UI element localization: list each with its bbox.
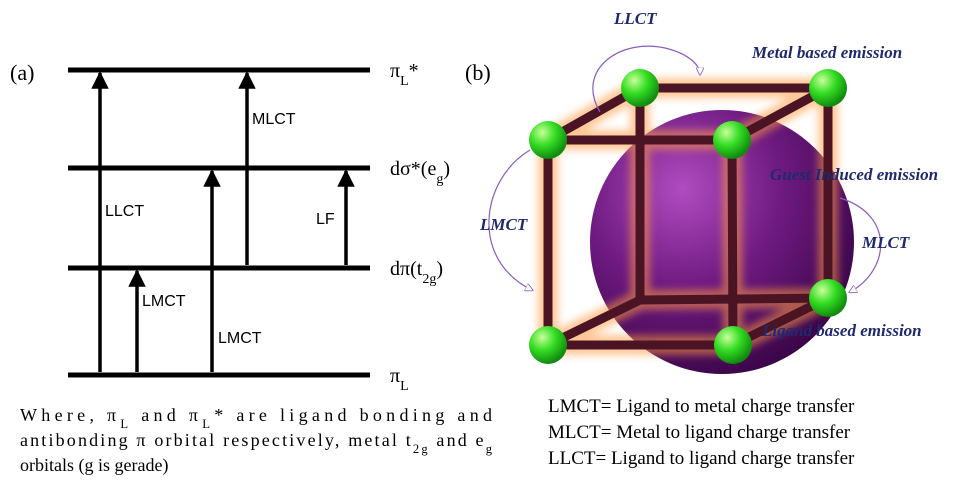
subscript: L xyxy=(202,417,210,431)
subscript: 2g xyxy=(413,442,428,456)
cube-diagram: (b) LLCT Metal based emission Guest Induced… xyxy=(465,9,938,469)
legend-line: LLCT= Ligand to ligand charge transfer xyxy=(548,448,855,469)
legend-line: MLCT= Metal to ligand charge transfer xyxy=(548,422,851,443)
legend-line: LMCT= Ligand to metal charge transfer xyxy=(548,396,855,417)
panel-label: (a) xyxy=(10,60,34,85)
text-part: Where, π xyxy=(20,405,116,425)
subscript: 2g xyxy=(422,272,436,287)
panel-label: (b) xyxy=(465,60,491,85)
text-part: orbitals (g is gerade) xyxy=(20,455,168,476)
text-part: dπ(t xyxy=(390,258,423,280)
annotation: LLCT xyxy=(613,9,657,28)
text-part: and π xyxy=(132,405,198,425)
cube-frame xyxy=(529,69,847,364)
annotation: LMCT xyxy=(479,215,528,234)
caption-line: orbitals (g is gerade) xyxy=(20,455,168,476)
subscript: L xyxy=(120,417,128,431)
transfer-arrows xyxy=(488,45,882,292)
subscript: L xyxy=(400,379,409,394)
text-part: π xyxy=(390,60,400,82)
transition-label: MLCT xyxy=(252,111,296,128)
transition-label: LF xyxy=(316,211,335,228)
annotation: MLCT xyxy=(861,233,910,252)
level-label: dπ(t2g) xyxy=(390,258,443,287)
subscript: g xyxy=(486,442,493,456)
transition-label: LLCT xyxy=(105,203,144,220)
subscript: L xyxy=(400,74,409,89)
level-label: dσ*(eg) xyxy=(390,158,450,187)
text-part: * are ligand bonding and xyxy=(214,405,492,425)
level-label: πL* xyxy=(390,60,419,89)
caption-line: Where, π L and π L * are ligand bonding and xyxy=(20,405,492,431)
text-part: * xyxy=(409,60,419,82)
level-label: πL xyxy=(390,365,409,394)
text-part: ) xyxy=(436,258,443,280)
transition-label: LMCT xyxy=(218,330,262,347)
annotation: Guest Induced emission xyxy=(770,165,938,184)
text-part: and e xyxy=(430,430,484,450)
annotation: Metal based emission xyxy=(751,43,902,62)
text-part: antibonding π orbital respectively, meta… xyxy=(20,430,411,450)
text-part: dσ*(e xyxy=(390,158,436,180)
annotation: Ligand based emission xyxy=(761,321,922,340)
transition-label: LMCT xyxy=(142,293,186,310)
text-part: ) xyxy=(443,158,450,180)
caption-line: antibonding π orbital respectively, meta… xyxy=(20,430,493,456)
subscript: g xyxy=(436,172,443,187)
text-part: π xyxy=(390,365,400,387)
